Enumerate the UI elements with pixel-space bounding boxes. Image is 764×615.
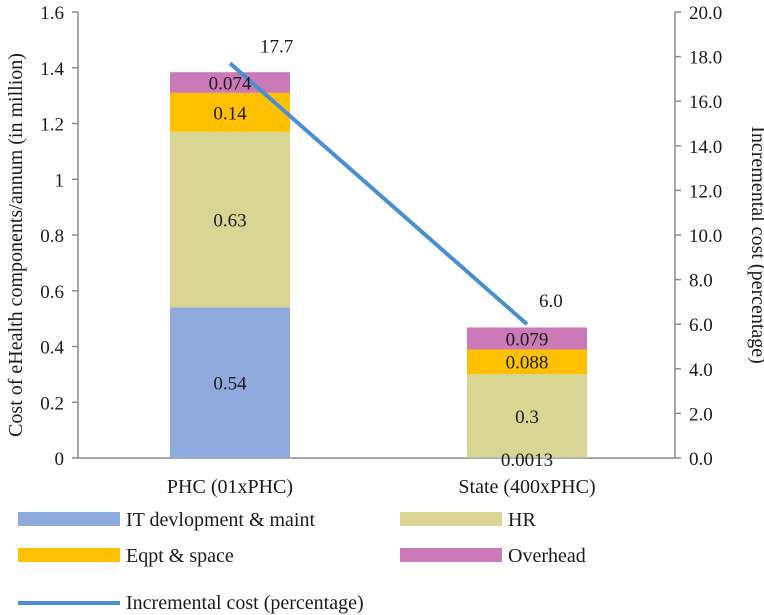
legend-swatch [400,548,502,562]
data-label: 0.0013 [501,450,553,471]
data-label: 0.3 [515,407,539,428]
y-right-tick-label: 18.0 [689,48,722,69]
y-right-tick-label: 2.0 [689,404,713,425]
y-tick-label: 1.2 [40,115,64,136]
y-axis-title: Cost of eHealth components/annum (in mil… [5,53,27,437]
axis-labels: Cost of eHealth components/annum (in mil… [5,53,764,437]
line-data-label: 17.7 [260,36,293,57]
y-right-tick-label: 12.0 [689,181,722,202]
data-label: 0.14 [213,103,247,124]
legend-swatch [18,512,120,526]
x-tick-label: State (400xPHC) [458,476,595,498]
bar-segment [467,349,587,375]
plot-area: 0 0.2 0.4 0.6 0.8 1 1.2 1.4 1.6 0.0 2.0 4.0 6.0 8.0 10… [40,3,722,498]
y-tick-label: 0.4 [40,338,64,359]
legend: IT devlopment & maint HR Eqpt & space Overh… [18,509,586,614]
y-tick-label: 0.2 [40,393,64,414]
y-tick-label: 1.6 [40,3,64,24]
legend-swatch [400,512,502,526]
bars [170,72,587,458]
y-right-tick-label: 8.0 [689,271,713,292]
legend-label: Overhead [508,545,586,567]
data-label: 0.088 [506,353,549,374]
legend-swatch [18,548,120,562]
y-right-tick-label: 0.0 [689,449,713,470]
y-right-tick-label: 6.0 [689,315,713,336]
data-label: 0.074 [209,74,252,95]
y-tick-label: 0.6 [40,282,64,303]
data-label: 0.079 [506,329,549,350]
bar-segment [467,327,587,350]
y-right-tick-label: 14.0 [689,137,722,158]
incremental-cost-series-line [228,61,529,326]
y-tick-label: 1 [55,170,65,191]
y-tick-label: 0.8 [40,226,64,247]
legend-label: Eqpt & space [126,545,234,567]
legend-label: Incremental cost (percentage) [126,592,364,614]
y-right-tick-label: 10.0 [689,226,722,247]
incremental-cost-line [228,61,529,326]
bar-segment [170,307,290,458]
data-label: 0.63 [213,211,246,232]
bar-segment [467,374,587,458]
data-label: 0.54 [213,374,247,395]
data-labels: 0.54 0.63 0.14 0.074 0.0013 0.3 0.088 0.079 17.7… [209,36,563,471]
bar-segment [170,131,290,308]
y-tick-label: 0 [55,449,65,470]
y-right-tick-label: 16.0 [689,92,722,113]
y-tick-label: 1.4 [40,59,64,80]
legend-label: HR [508,509,536,531]
legend-label: IT devlopment & maint [126,509,315,531]
line-data-label: 6.0 [539,291,563,312]
y-right-tick-label: 4.0 [689,360,713,381]
y-axis-right-title: Incremental cost (percentage) [747,126,764,364]
y-right-tick-label: 20.0 [689,3,722,24]
x-tick-label: PHC (01xPHC) [167,476,293,498]
